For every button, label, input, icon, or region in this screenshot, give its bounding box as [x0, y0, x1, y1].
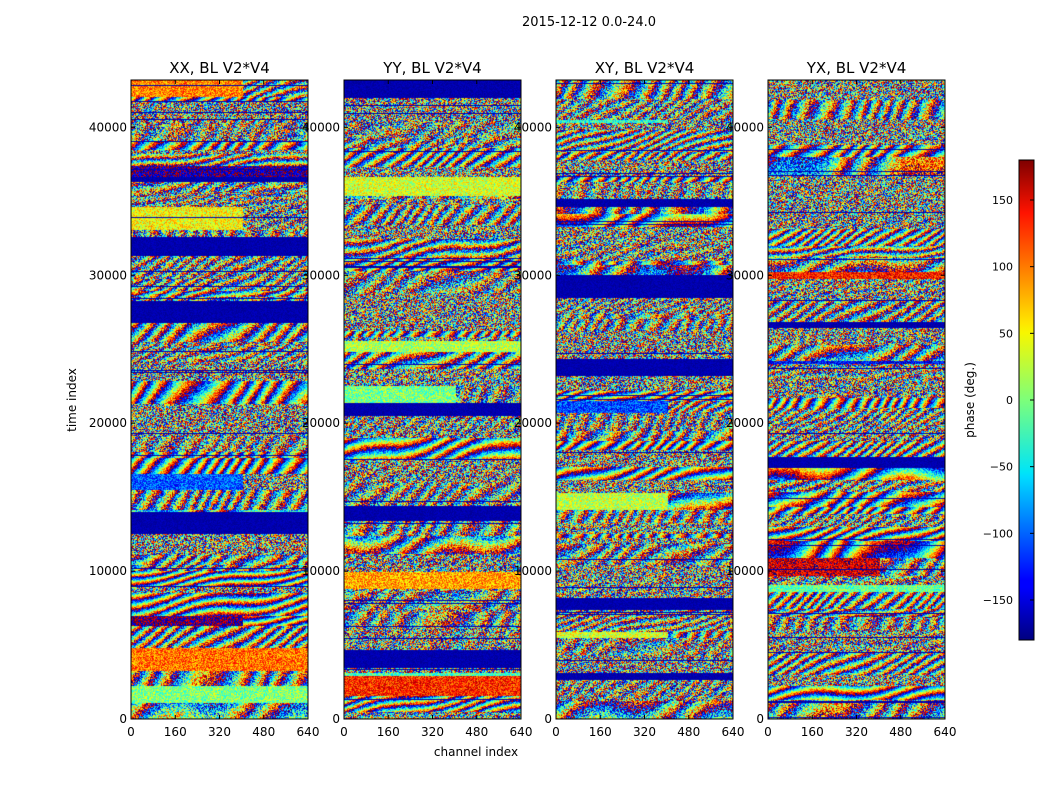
- panel: YX, BL V2*V4 0 160 320 480 640 0 10000 20000 3000…: [726, 59, 957, 739]
- phase-heatmap: [556, 80, 733, 719]
- y-tick-label: 40000: [514, 120, 552, 134]
- panel: XY, BL V2*V4 0 160 320 480 640 0 10000 20000 3000…: [514, 59, 745, 739]
- y-tick-label: 40000: [89, 120, 127, 134]
- panel: YY, BL V2*V4 0 160 320 480 640 0 10000 20000 3000…: [302, 59, 533, 739]
- figure-suptitle: 2015-12-12 0.0-24.0: [522, 15, 656, 30]
- y-tick-label: 0: [119, 712, 127, 726]
- y-tick-label: 10000: [726, 564, 764, 578]
- y-axis-label: time index: [65, 368, 79, 432]
- y-tick-label: 20000: [89, 416, 127, 430]
- y-tick-label: 10000: [514, 564, 552, 578]
- x-tick-label: 640: [934, 725, 957, 739]
- y-tick-label: 30000: [302, 268, 340, 282]
- x-tick-label: 640: [510, 725, 533, 739]
- x-tick-label: 160: [589, 725, 612, 739]
- x-tick-label: 480: [889, 725, 912, 739]
- colorbar-tick-label: −150: [983, 594, 1013, 607]
- x-tick-label: 0: [127, 725, 135, 739]
- colorbar-tick-label: −50: [990, 461, 1013, 474]
- colorbar-tick-label: −100: [983, 527, 1013, 540]
- x-tick-label: 160: [164, 725, 187, 739]
- x-tick-label: 640: [722, 725, 745, 739]
- colorbar-tick-label: 150: [992, 194, 1013, 207]
- y-tick-label: 10000: [302, 564, 340, 578]
- panel: XX, BL V2*V4 0 160 320 480 640 0 10000 20000 3000…: [89, 59, 320, 739]
- colorbar-label: phase (deg.): [963, 362, 977, 438]
- x-tick-label: 0: [764, 725, 772, 739]
- x-tick-label: 320: [208, 725, 231, 739]
- x-axis-label: channel index: [434, 745, 518, 759]
- y-tick-label: 20000: [726, 416, 764, 430]
- x-tick-label: 640: [297, 725, 320, 739]
- y-tick-label: 40000: [726, 120, 764, 134]
- x-tick-label: 160: [801, 725, 824, 739]
- y-tick-label: 20000: [514, 416, 552, 430]
- x-tick-label: 320: [421, 725, 444, 739]
- x-tick-label: 320: [633, 725, 656, 739]
- panel-title: YY, BL V2*V4: [382, 59, 481, 77]
- panel-title: XY, BL V2*V4: [595, 59, 695, 77]
- x-tick-label: 0: [340, 725, 348, 739]
- x-tick-label: 0: [552, 725, 560, 739]
- phase-heatmap: [131, 80, 308, 719]
- y-tick-label: 10000: [89, 564, 127, 578]
- y-tick-label: 30000: [726, 268, 764, 282]
- colorbar: −150 −100 −50 0 50 100 150: [983, 159, 1035, 641]
- y-tick-label: 0: [544, 712, 552, 726]
- phase-heatmap: [344, 80, 521, 719]
- x-tick-label: 480: [677, 725, 700, 739]
- y-tick-label: 20000: [302, 416, 340, 430]
- y-tick-label: 30000: [514, 268, 552, 282]
- colorbar-tick-label: 0: [1006, 394, 1013, 407]
- panel-title: YX, BL V2*V4: [806, 59, 907, 77]
- colorbar-tick-label: 100: [992, 261, 1013, 274]
- panels: XX, BL V2*V4 0 160 320 480 640 0 10000 20000 3000…: [89, 59, 957, 739]
- x-tick-label: 160: [377, 725, 400, 739]
- x-tick-label: 320: [845, 725, 868, 739]
- x-tick-label: 480: [465, 725, 488, 739]
- x-tick-label: 480: [252, 725, 275, 739]
- colorbar-tick-label: 50: [999, 327, 1013, 340]
- y-tick-label: 0: [332, 712, 340, 726]
- y-tick-label: 40000: [302, 120, 340, 134]
- y-tick-label: 30000: [89, 268, 127, 282]
- y-tick-label: 0: [756, 712, 764, 726]
- phase-heatmap: [768, 80, 945, 719]
- panel-title: XX, BL V2*V4: [169, 59, 270, 77]
